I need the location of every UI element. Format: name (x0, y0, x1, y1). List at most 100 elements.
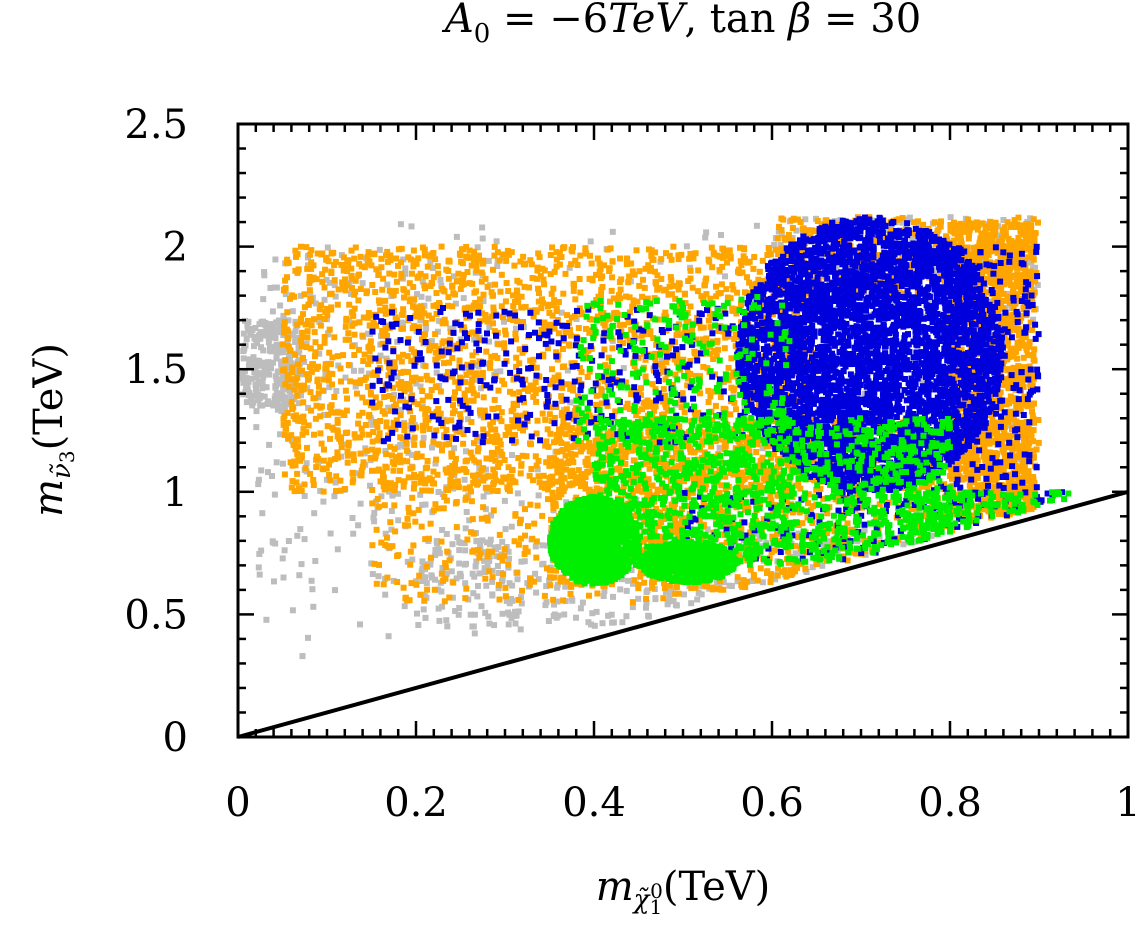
data-point-orange (320, 376, 327, 383)
data-point-orange (305, 422, 312, 429)
data-point-orange (597, 275, 604, 282)
data-point-orange (609, 258, 616, 265)
data-point-orange (678, 404, 685, 411)
data-point-gray (321, 412, 328, 418)
data-point-orange (317, 413, 324, 420)
data-point-orange (675, 280, 682, 287)
data-point-orange (369, 438, 376, 445)
data-point-gray (497, 368, 504, 375)
data-point-orange (421, 597, 428, 604)
data-point-orange (422, 331, 428, 338)
data-point-orange (727, 295, 734, 302)
data-point-orange (708, 244, 715, 251)
data-point-orange (689, 326, 695, 333)
data-point-orange (721, 446, 728, 452)
data-point-gray (672, 601, 679, 608)
data-point-orange (672, 295, 679, 302)
data-point-gray (419, 501, 426, 508)
data-point-gray (469, 623, 476, 630)
data-point-orange (502, 584, 509, 591)
data-point-orange (292, 351, 299, 358)
data-point-gray (321, 296, 328, 303)
data-point-gray (473, 558, 480, 565)
data-point-orange (443, 266, 450, 273)
data-point-orange (658, 361, 665, 367)
data-point-gray (295, 400, 302, 407)
data-point-orange (471, 248, 478, 255)
data-point-orange (542, 416, 549, 423)
data-point-gray (609, 619, 616, 626)
data-point-orange (731, 426, 737, 433)
data-point-orange (783, 498, 790, 505)
data-point-orange (524, 418, 531, 424)
data-point-orange (531, 578, 538, 585)
data-point-orange (464, 361, 471, 368)
data-point-orange (625, 319, 632, 326)
data-point-orange (639, 488, 646, 495)
data-point-gray (323, 276, 330, 283)
data-point-gray (286, 361, 293, 368)
data-point-orange (440, 319, 446, 325)
data-point-orange (352, 379, 359, 386)
data-point-orange (662, 376, 669, 383)
data-point-orange (455, 270, 462, 277)
data-point-orange (365, 344, 372, 351)
data-point-orange (687, 371, 694, 377)
data-point-orange (468, 397, 475, 404)
data-point-orange (697, 324, 704, 331)
data-point-orange (941, 481, 948, 488)
data-point-gray (274, 400, 281, 407)
data-point-orange (567, 326, 573, 333)
data-point-orange (547, 271, 554, 278)
data-point-orange (629, 387, 636, 394)
data-point-gray (456, 547, 463, 554)
data-point-orange (384, 574, 391, 581)
data-point-gray (1032, 264, 1038, 271)
data-point-orange (476, 252, 482, 259)
data-point-orange (516, 360, 523, 367)
data-point-orange (456, 250, 463, 257)
data-point-orange (476, 554, 483, 561)
data-point-orange (628, 326, 635, 333)
data-point-orange (281, 471, 288, 478)
data-point-orange (637, 573, 644, 580)
data-point-orange (433, 290, 440, 296)
data-point-orange (373, 526, 380, 533)
data-point-orange (494, 341, 501, 348)
data-point-orange (546, 310, 553, 316)
data-point-orange (566, 342, 573, 349)
data-point-orange (310, 316, 317, 323)
data-point-orange (408, 358, 415, 364)
data-point-orange (356, 319, 363, 326)
data-point-gray (397, 221, 404, 228)
data-point-gray (629, 604, 636, 611)
data-point-orange (692, 250, 699, 257)
data-point-orange (414, 450, 421, 457)
data-point-gray (617, 586, 624, 593)
data-point-orange (549, 312, 556, 319)
data-point-gray (505, 609, 512, 616)
data-point-orange (348, 265, 355, 272)
data-point-orange (282, 381, 289, 388)
data-point-orange (515, 596, 522, 603)
data-point-orange (642, 265, 649, 272)
data-point-orange (303, 244, 310, 251)
data-point-orange (417, 376, 424, 383)
data-point-gray (273, 390, 280, 397)
data-point-orange (433, 408, 440, 415)
data-point-orange (417, 591, 424, 598)
data-point-orange (315, 390, 322, 397)
data-point-orange (768, 571, 774, 578)
data-point-gray (495, 585, 502, 592)
data-point-gray (390, 577, 397, 584)
data-point-orange (673, 464, 680, 471)
data-point-orange (381, 410, 388, 417)
data-point-gray (427, 259, 434, 265)
data-point-orange (325, 377, 332, 384)
data-point-gray (573, 614, 579, 621)
data-point-orange (517, 258, 524, 265)
data-point-orange (488, 289, 495, 296)
data-point-orange (334, 454, 341, 461)
data-point-orange (442, 441, 449, 448)
data-point-orange (289, 369, 296, 376)
